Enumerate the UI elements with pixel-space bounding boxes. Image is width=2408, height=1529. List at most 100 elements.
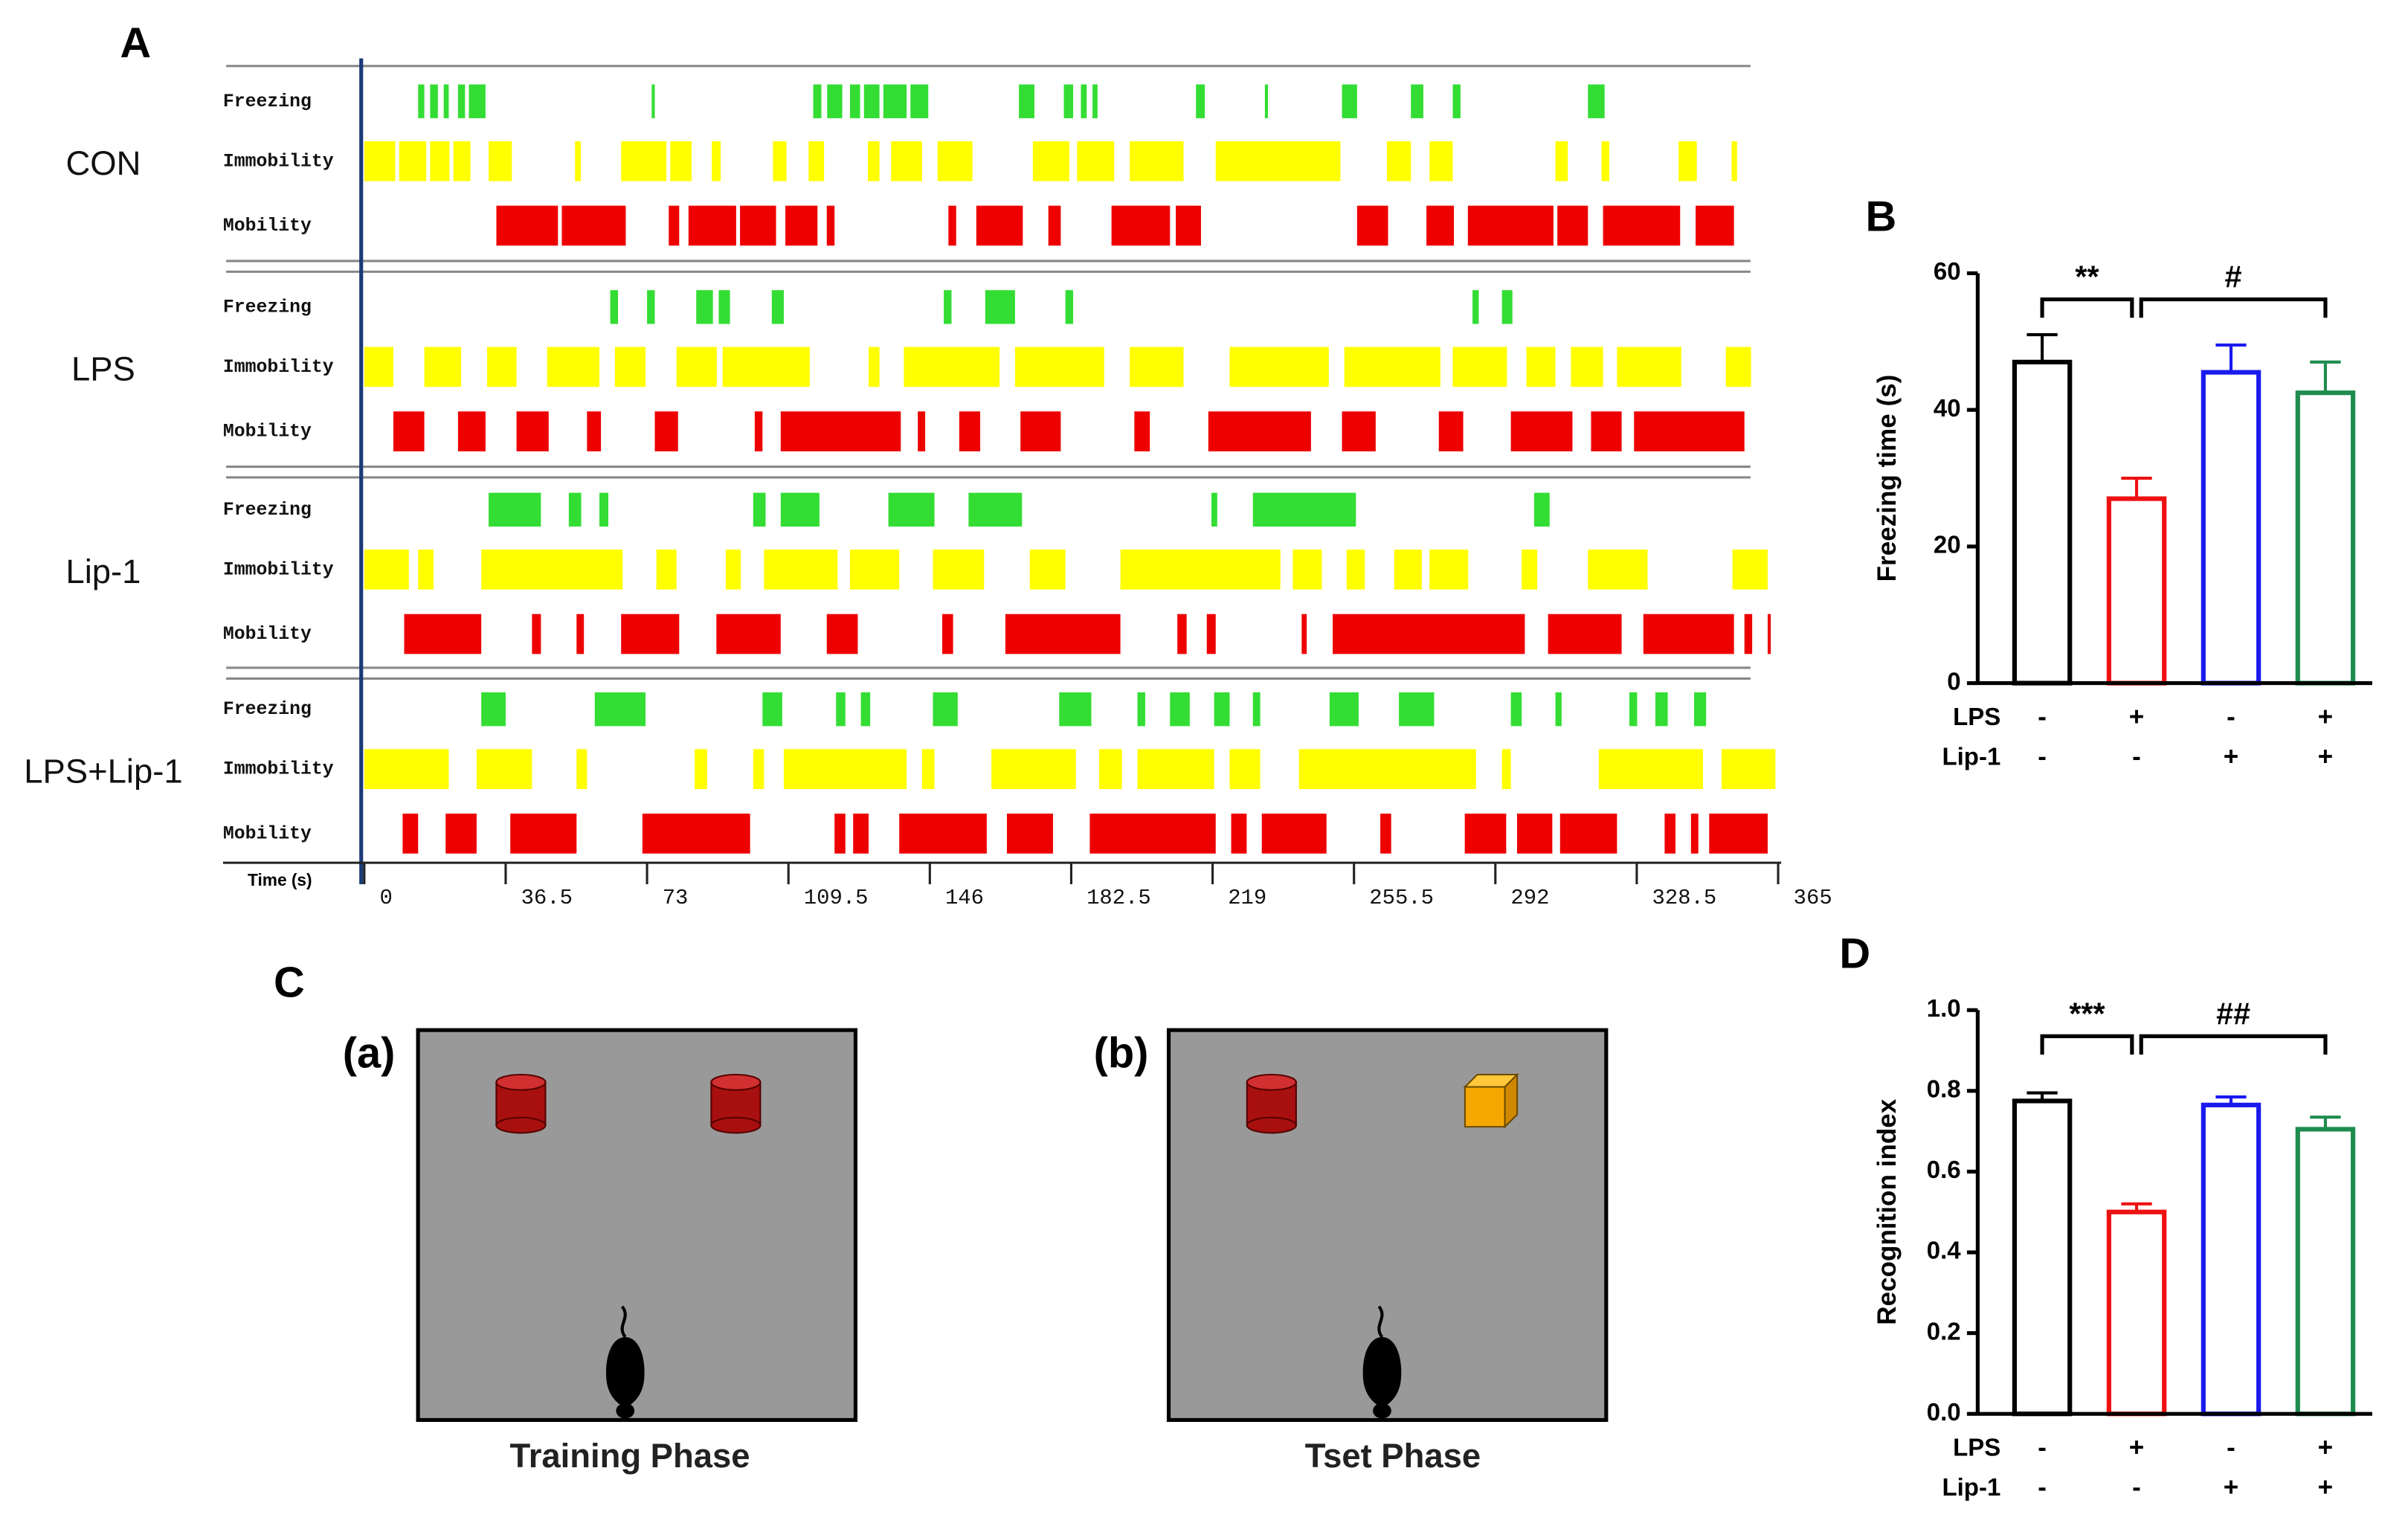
event-bar: [1231, 814, 1247, 854]
panel-label: C: [274, 959, 305, 1007]
event-bar: [364, 749, 449, 790]
event-bar: [1767, 614, 1771, 654]
condition-sign: +: [2129, 1433, 2145, 1462]
event-bar: [1229, 749, 1261, 790]
event-bar: [651, 84, 655, 118]
event-bar: [547, 347, 600, 387]
event-bar: [610, 290, 619, 324]
event-bar: [826, 614, 858, 654]
y-tick-label: 0.6: [1927, 1156, 1961, 1183]
event-bar: [1177, 614, 1187, 654]
event-bar: [910, 84, 929, 118]
event-bar: [869, 347, 880, 387]
group-label: LPS+Lip-1: [24, 752, 182, 790]
event-bar: [670, 141, 692, 181]
cylinder: [710, 1073, 762, 1134]
event-bar: [1092, 84, 1098, 118]
event-bar: [614, 347, 646, 387]
condition-sign: -: [2038, 702, 2047, 731]
y-tick-label: 0.4: [1927, 1237, 1962, 1264]
event-bar: [1731, 141, 1737, 181]
event-bar: [443, 84, 449, 118]
event-bar: [1501, 290, 1513, 324]
event-bar: [850, 84, 860, 118]
event-bar: [568, 492, 582, 527]
track-label: Freezing: [223, 91, 312, 112]
event-bar: [1261, 814, 1327, 854]
event-bar: [762, 692, 782, 727]
event-bar: [1472, 290, 1479, 324]
x-tick-label: 255.5: [1369, 886, 1434, 910]
y-axis-label: Freezing time (s): [1873, 375, 1902, 582]
event-bar: [827, 84, 843, 118]
event-bar: [1694, 692, 1707, 727]
event-bar: [576, 614, 585, 654]
y-tick-label: 20: [1934, 531, 1961, 559]
event-bar: [647, 290, 655, 324]
event-bar: [599, 492, 609, 527]
event-bar: [863, 84, 880, 118]
event-bar: [1429, 141, 1453, 181]
condition-sign: -: [2038, 1473, 2047, 1502]
event-bar: [445, 814, 477, 854]
event-bar: [489, 141, 512, 181]
event-bar: [1065, 290, 1074, 324]
event-bar: [1394, 550, 1422, 590]
y-axis-label: Recognition index: [1873, 1098, 1902, 1325]
condition-label: Lip-1: [1942, 742, 2000, 770]
event-bar: [1643, 614, 1734, 654]
event-bar: [1571, 347, 1603, 387]
event-bar: [688, 205, 736, 246]
event-bar: [826, 205, 835, 246]
event-bar: [621, 141, 667, 181]
event-bar: [1137, 749, 1214, 790]
event-bar: [1342, 411, 1376, 451]
track-label: Mobility: [223, 422, 312, 442]
event-bar: [430, 141, 450, 181]
mouse: [605, 1305, 645, 1419]
event-bar: [1005, 614, 1121, 654]
significance-bracket: [2040, 297, 2134, 318]
event-bar: [510, 814, 577, 854]
cube: [1463, 1072, 1519, 1129]
event-bar: [430, 84, 438, 118]
event-bar: [883, 84, 907, 118]
event-bar: [813, 84, 822, 118]
event-bar: [1292, 550, 1322, 590]
event-bar: [1019, 84, 1034, 118]
x-axis-label: Time (s): [248, 870, 312, 889]
event-bar: [1721, 749, 1776, 790]
event-bar: [1063, 84, 1074, 118]
arena-tag: (b): [1094, 1029, 1149, 1077]
bar: [2106, 1209, 2167, 1417]
event-bar: [1655, 692, 1668, 727]
event-bar: [1411, 84, 1423, 118]
event-bar: [899, 814, 987, 854]
condition-label: LPS: [1953, 703, 2000, 730]
event-bar: [1588, 550, 1648, 590]
event-bar: [481, 550, 623, 590]
event-bar: [457, 411, 486, 451]
event-bar: [1744, 614, 1753, 654]
event-bar: [656, 550, 677, 590]
event-bar: [575, 141, 582, 181]
condition-sign: -: [2038, 1433, 2047, 1462]
x-tick-label: 219: [1228, 886, 1266, 910]
event-bar: [1452, 84, 1461, 118]
track-label: Immobility: [223, 759, 334, 780]
event-bar: [722, 347, 810, 387]
condition-sign: -: [2132, 742, 2141, 771]
condition-sign: +: [2318, 702, 2334, 731]
event-bar: [1664, 814, 1676, 854]
event-bar: [1380, 814, 1391, 854]
event-bar: [1229, 347, 1329, 387]
event-bar: [1196, 84, 1205, 118]
event-bar: [1591, 411, 1622, 451]
event-bar: [1634, 411, 1745, 451]
track-label: Freezing: [223, 699, 312, 720]
event-bar: [1111, 205, 1171, 246]
group-label: CON: [65, 144, 141, 182]
event-bar: [393, 411, 425, 451]
event-bar: [718, 290, 730, 324]
event-bar: [424, 347, 462, 387]
